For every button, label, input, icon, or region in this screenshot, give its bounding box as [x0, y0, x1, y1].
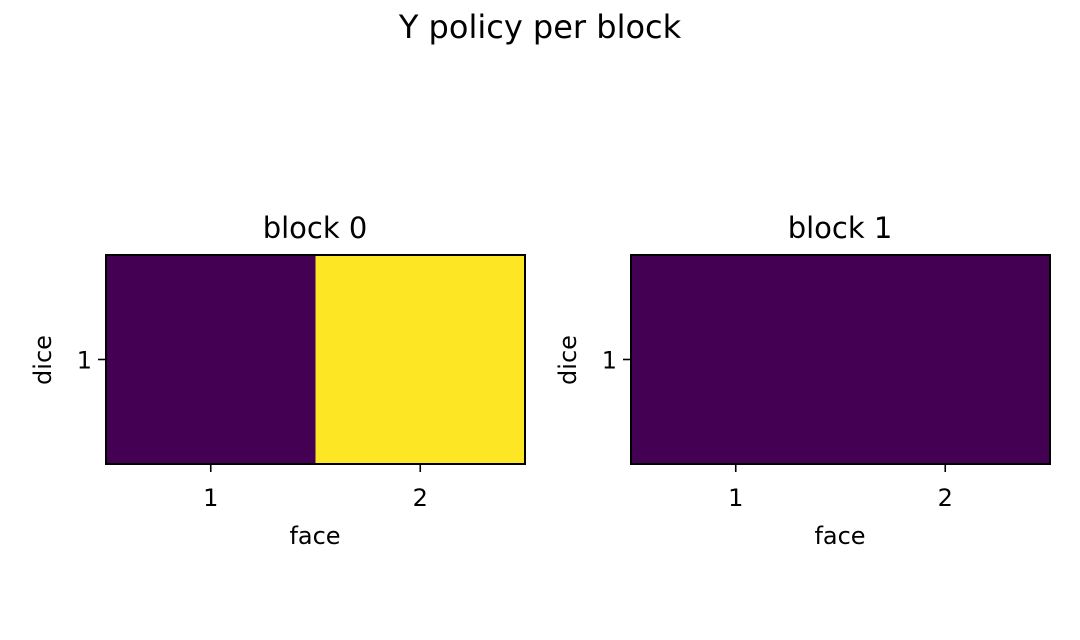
- y-tick-label: 1: [77, 347, 92, 375]
- y-axis-label: dice: [554, 335, 582, 385]
- panel-title: block 1: [788, 211, 893, 245]
- y-axis-label: dice: [29, 335, 57, 385]
- panel-title: block 0: [263, 211, 368, 245]
- x-tick-label: 1: [728, 484, 743, 512]
- x-tick-label: 2: [938, 484, 953, 512]
- heatmap-cell: [315, 255, 526, 465]
- heatmap-cells: [631, 255, 1051, 465]
- x-tick-label: 2: [413, 484, 428, 512]
- y-ticks: 1: [602, 347, 631, 375]
- heatmap-cells: [106, 255, 526, 465]
- figure-title: Y policy per block: [398, 8, 682, 46]
- heatmap-cell: [840, 255, 1051, 465]
- y-ticks: 1: [77, 347, 106, 375]
- heatmap-cell: [631, 255, 841, 465]
- x-tick-label: 1: [203, 484, 218, 512]
- heatmap-cell: [106, 255, 316, 465]
- x-axis-label: face: [289, 522, 340, 550]
- y-tick-label: 1: [602, 347, 617, 375]
- x-axis-label: face: [814, 522, 865, 550]
